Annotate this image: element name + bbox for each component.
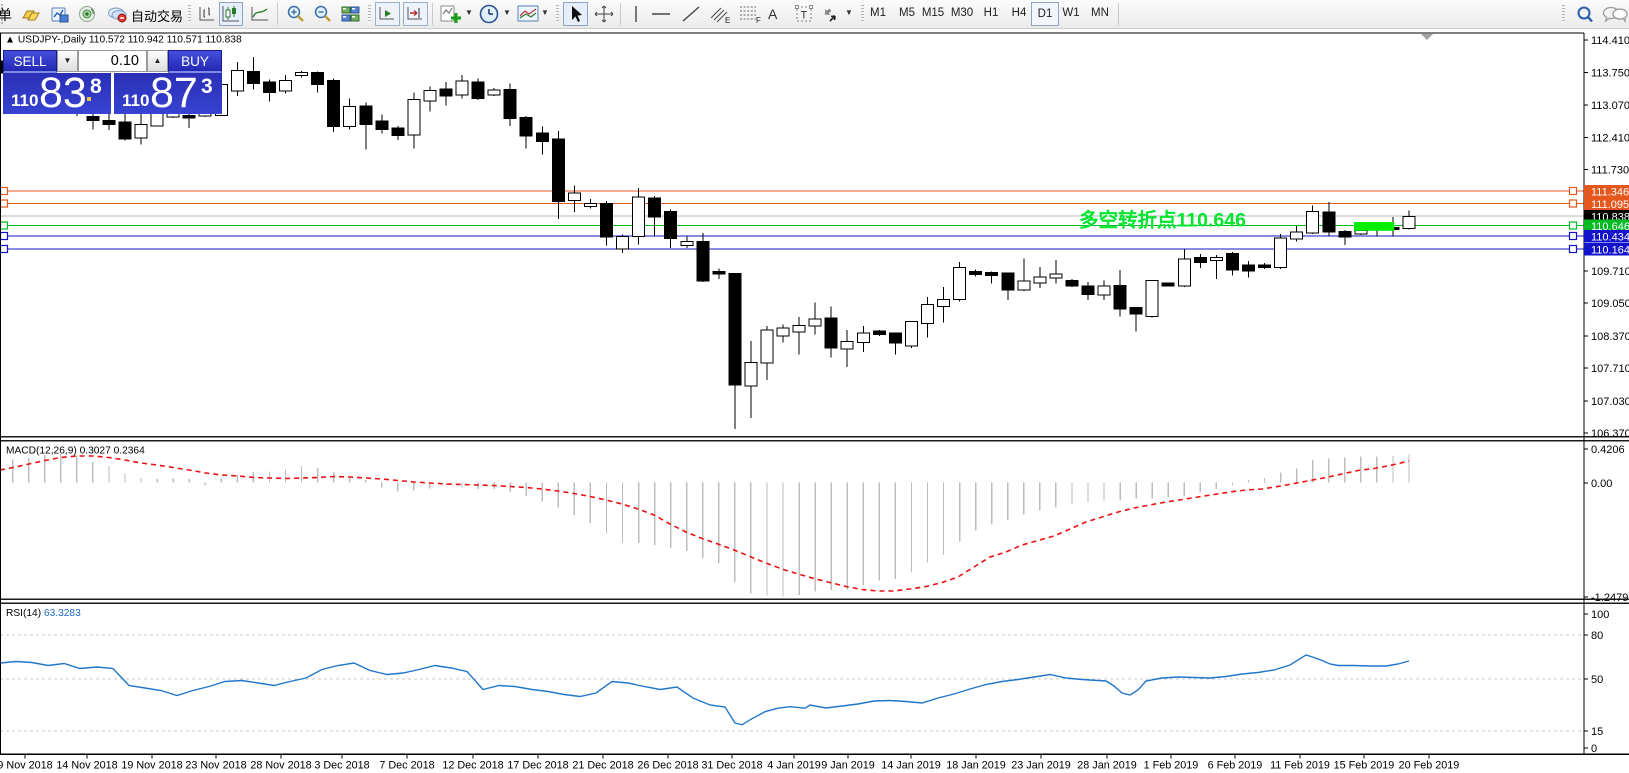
svg-text:112.410: 112.410	[1591, 133, 1629, 145]
svg-text:-1.2479: -1.2479	[1591, 592, 1628, 604]
svg-text:MACD(12,26,9) 0.3027 0.2364: MACD(12,26,9) 0.3027 0.2364	[6, 446, 145, 457]
svg-text:23 Nov 2018: 23 Nov 2018	[185, 760, 246, 772]
svg-text:28 Jan 2019: 28 Jan 2019	[1077, 760, 1136, 772]
svg-text:26 Dec 2018: 26 Dec 2018	[637, 760, 698, 772]
svg-text:31 Dec 2018: 31 Dec 2018	[701, 760, 762, 772]
svg-text:110.434: 110.434	[1591, 232, 1629, 244]
svg-text:113.750: 113.750	[1591, 68, 1629, 80]
svg-text:108.370: 108.370	[1591, 331, 1629, 343]
svg-text:109.050: 109.050	[1591, 298, 1629, 310]
svg-text:14 Jan 2019: 14 Jan 2019	[881, 760, 940, 772]
svg-text:107.710: 107.710	[1591, 363, 1629, 375]
svg-text:12 Dec 2018: 12 Dec 2018	[442, 760, 503, 772]
svg-text:1 Feb 2019: 1 Feb 2019	[1144, 760, 1199, 772]
svg-text:20 Feb 2019: 20 Feb 2019	[1399, 760, 1460, 772]
svg-text:RSI(14) 63.3283: RSI(14) 63.3283	[6, 608, 81, 619]
svg-text:110.164: 110.164	[1591, 245, 1629, 257]
svg-text:114.410: 114.410	[1591, 35, 1629, 47]
svg-text:E: E	[725, 16, 730, 24]
svg-text:4 Jan 2019: 4 Jan 2019	[767, 760, 820, 772]
svg-text:111.346: 111.346	[1591, 187, 1629, 199]
svg-text:▲ USDJPY-,Daily 110.572 110.9: ▲ USDJPY-,Daily 110.572 110.942 110.571 …	[5, 34, 242, 45]
svg-text:0: 0	[1591, 743, 1597, 755]
svg-text:7 Dec 2018: 7 Dec 2018	[379, 760, 434, 772]
svg-text:15 Feb 2019: 15 Feb 2019	[1334, 760, 1395, 772]
svg-text:111.095: 111.095	[1591, 199, 1629, 211]
svg-text:11 Feb 2019: 11 Feb 2019	[1270, 760, 1330, 772]
svg-text:0.00: 0.00	[1591, 478, 1612, 490]
svg-text:106.370: 106.370	[1591, 428, 1629, 440]
svg-text:23 Jan 2019: 23 Jan 2019	[1011, 760, 1070, 772]
svg-text:111.730: 111.730	[1591, 165, 1629, 177]
svg-text:50: 50	[1591, 674, 1603, 686]
svg-text:80: 80	[1591, 630, 1603, 642]
svg-text:F: F	[756, 16, 761, 24]
svg-text:T: T	[801, 10, 808, 22]
svg-text:6 Feb 2019: 6 Feb 2019	[1208, 760, 1263, 772]
svg-text:多空转折点110.646: 多空转折点110.646	[1079, 209, 1246, 232]
svg-text:18 Jan 2019: 18 Jan 2019	[946, 760, 1005, 772]
svg-text:15: 15	[1591, 726, 1603, 738]
svg-text:100: 100	[1591, 609, 1609, 621]
svg-text:109.710: 109.710	[1591, 266, 1629, 278]
svg-text:19 Nov 2018: 19 Nov 2018	[121, 760, 182, 772]
svg-text:17 Dec 2018: 17 Dec 2018	[507, 760, 568, 772]
svg-text:113.070: 113.070	[1591, 100, 1629, 112]
svg-text:14 Nov 2018: 14 Nov 2018	[56, 760, 117, 772]
svg-text:107.030: 107.030	[1591, 396, 1629, 408]
svg-text:21 Dec 2018: 21 Dec 2018	[572, 760, 633, 772]
svg-text:9 Nov 2018: 9 Nov 2018	[0, 760, 53, 772]
svg-text:9 Jan 2019: 9 Jan 2019	[821, 760, 874, 772]
svg-text:3 Dec 2018: 3 Dec 2018	[314, 760, 369, 772]
svg-text:0.4206: 0.4206	[1591, 444, 1625, 456]
svg-text:28 Nov 2018: 28 Nov 2018	[250, 760, 311, 772]
